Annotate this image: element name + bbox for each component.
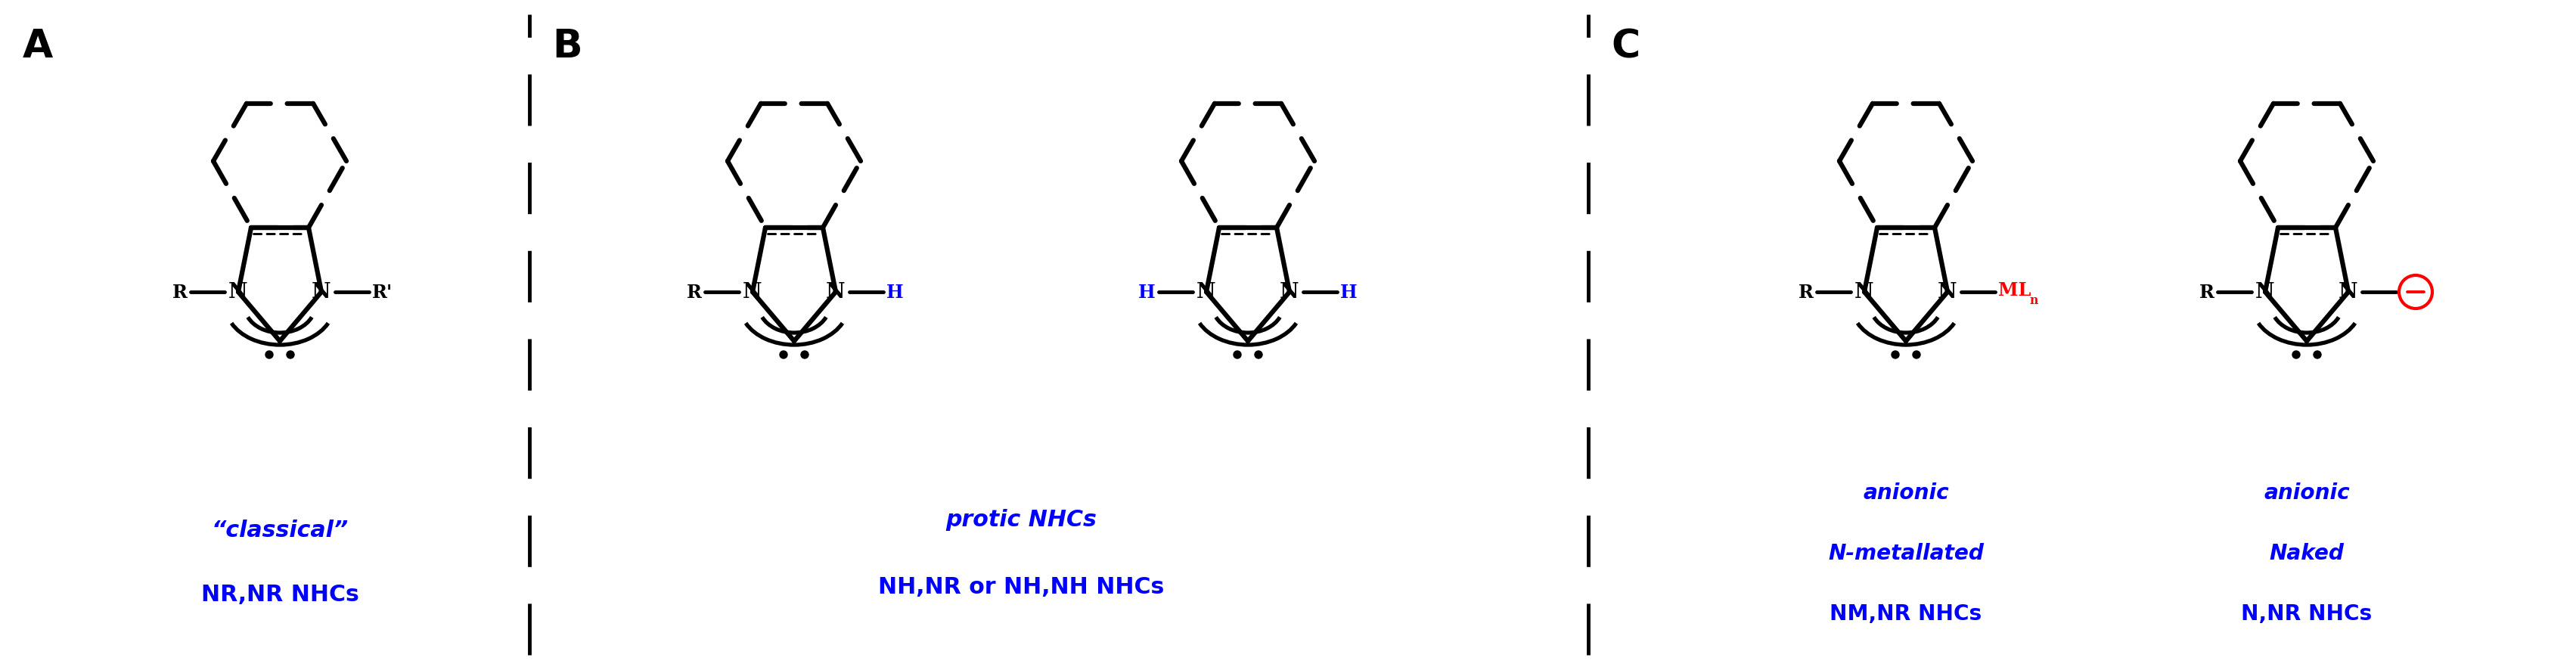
Text: R: R [2200,283,2215,302]
Text: H: H [1139,283,1157,302]
Text: Naked: Naked [2269,542,2344,563]
Text: n: n [2030,293,2038,306]
Circle shape [2293,351,2300,359]
Text: N: N [827,282,845,303]
Text: anionic: anionic [2264,482,2349,503]
Circle shape [781,351,788,359]
Text: C: C [1610,28,1641,66]
Text: N: N [1937,282,1958,303]
Text: anionic: anionic [1862,482,1950,503]
Text: R': R' [371,283,392,302]
Circle shape [1891,351,1899,359]
Text: NH,NR or NH,NH NHCs: NH,NR or NH,NH NHCs [878,576,1164,598]
Text: B: B [551,28,582,66]
Text: A: A [23,28,54,66]
Text: R: R [1798,283,1814,302]
Circle shape [1234,351,1242,359]
Circle shape [1255,351,1262,359]
Circle shape [2313,351,2321,359]
Text: ML: ML [1999,281,2030,299]
Circle shape [286,351,294,359]
Text: R: R [688,283,701,302]
Text: N: N [1855,282,1873,303]
Text: H: H [886,283,904,302]
Text: N: N [1280,282,1298,303]
Circle shape [265,351,273,359]
Text: N: N [742,282,762,303]
Text: “classical”: “classical” [211,519,348,541]
Text: N: N [2339,282,2357,303]
Circle shape [801,351,809,359]
Text: N,NR NHCs: N,NR NHCs [2241,603,2372,624]
Text: N: N [312,282,332,303]
Circle shape [1914,351,1919,359]
Text: protic NHCs: protic NHCs [945,508,1097,530]
Text: N: N [2257,282,2275,303]
Text: NR,NR NHCs: NR,NR NHCs [201,584,358,606]
Text: H: H [1340,283,1358,302]
Text: N: N [1198,282,1216,303]
Text: NM,NR NHCs: NM,NR NHCs [1829,603,1981,624]
Text: N-metallated: N-metallated [1829,542,1984,563]
Text: R: R [173,283,188,302]
Text: N: N [229,282,247,303]
